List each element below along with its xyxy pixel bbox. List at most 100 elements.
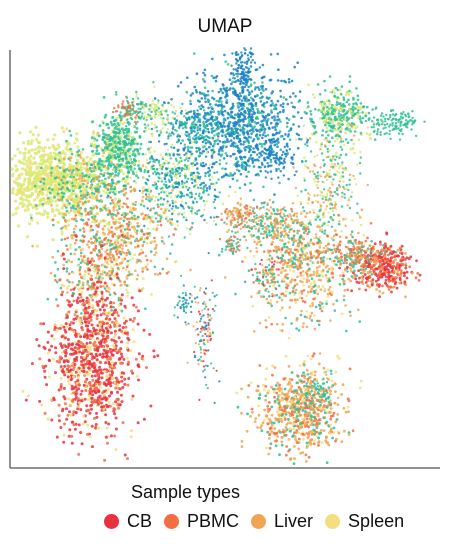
umap-point (328, 175, 331, 178)
umap-point (145, 195, 149, 199)
umap-point (176, 153, 179, 156)
umap-point (70, 206, 73, 210)
umap-point (31, 181, 35, 185)
umap-point (72, 227, 76, 231)
umap-point (68, 162, 72, 167)
umap-point (75, 132, 79, 136)
umap-point (196, 126, 199, 130)
umap-point (88, 284, 91, 288)
umap-point (229, 144, 233, 148)
umap-point (223, 109, 227, 113)
umap-point (203, 218, 206, 222)
umap-point (324, 198, 328, 201)
umap-point (326, 106, 329, 109)
umap-point (184, 176, 187, 179)
umap-point (49, 160, 53, 164)
umap-point (166, 119, 169, 122)
umap-point (92, 248, 95, 251)
umap-point (66, 279, 69, 282)
umap-point (213, 122, 217, 125)
umap-point (334, 128, 338, 131)
umap-point (200, 215, 203, 218)
umap-point (114, 245, 118, 249)
umap-point (111, 267, 115, 271)
umap-point (134, 120, 137, 124)
umap-point (291, 156, 294, 159)
umap-point (269, 104, 273, 107)
umap-point (316, 171, 319, 174)
umap-point (240, 80, 243, 83)
umap-point (220, 111, 224, 115)
umap-point (126, 121, 129, 125)
umap-point (329, 194, 332, 197)
umap-point (232, 136, 236, 140)
umap-point (155, 158, 158, 161)
umap-point (227, 174, 231, 178)
umap-point (256, 148, 260, 151)
umap-point (139, 107, 142, 111)
umap-point (141, 195, 145, 199)
umap-point (85, 185, 88, 189)
umap-point (193, 118, 196, 122)
umap-point (187, 168, 190, 171)
umap-point (316, 174, 319, 177)
umap-point (23, 187, 27, 191)
umap-point (394, 122, 398, 125)
umap-point (215, 171, 219, 174)
umap-point (337, 127, 341, 130)
umap-point (401, 132, 404, 136)
umap-point (167, 235, 171, 238)
umap-point (73, 182, 76, 185)
umap-point (110, 161, 113, 164)
umap-point (118, 135, 122, 138)
umap-point (258, 66, 261, 69)
umap-point (35, 212, 38, 215)
umap-point (109, 172, 112, 176)
umap-point (199, 107, 202, 111)
umap-point (182, 183, 186, 187)
umap-point (153, 85, 156, 89)
umap-point (110, 189, 113, 193)
umap-point (379, 133, 382, 136)
umap-point (135, 114, 138, 117)
umap-point (101, 138, 105, 142)
umap-point (142, 233, 146, 236)
umap-point (328, 140, 332, 144)
umap-point (309, 170, 312, 173)
umap-point (105, 122, 109, 126)
umap-point (255, 133, 259, 136)
umap-point (208, 169, 212, 172)
umap-point (347, 121, 350, 125)
umap-point (342, 180, 345, 183)
umap-point (180, 180, 184, 183)
umap-point (14, 199, 18, 203)
umap-point (164, 191, 168, 194)
umap-point (261, 88, 264, 91)
umap-point (172, 162, 175, 165)
umap-point (316, 201, 320, 204)
umap-point (45, 193, 49, 197)
umap-point (411, 110, 414, 113)
umap-point (237, 169, 241, 173)
umap-point (336, 133, 340, 136)
umap-point (293, 115, 296, 118)
umap-point (18, 131, 22, 135)
umap-point (101, 136, 105, 139)
umap-point (108, 223, 111, 226)
umap-point (26, 185, 29, 189)
umap-point (407, 115, 410, 119)
umap-point (180, 200, 183, 203)
umap-point (155, 243, 158, 247)
umap-point (98, 256, 102, 260)
umap-point (261, 133, 265, 137)
umap-point (117, 174, 120, 177)
umap-point (356, 163, 359, 166)
umap-point (154, 251, 158, 254)
umap-point (117, 106, 120, 109)
umap-point (303, 110, 307, 114)
umap-point (359, 172, 362, 175)
umap-point (92, 143, 96, 147)
umap-point (391, 124, 394, 127)
umap-point (116, 144, 119, 147)
umap-point (202, 149, 206, 153)
